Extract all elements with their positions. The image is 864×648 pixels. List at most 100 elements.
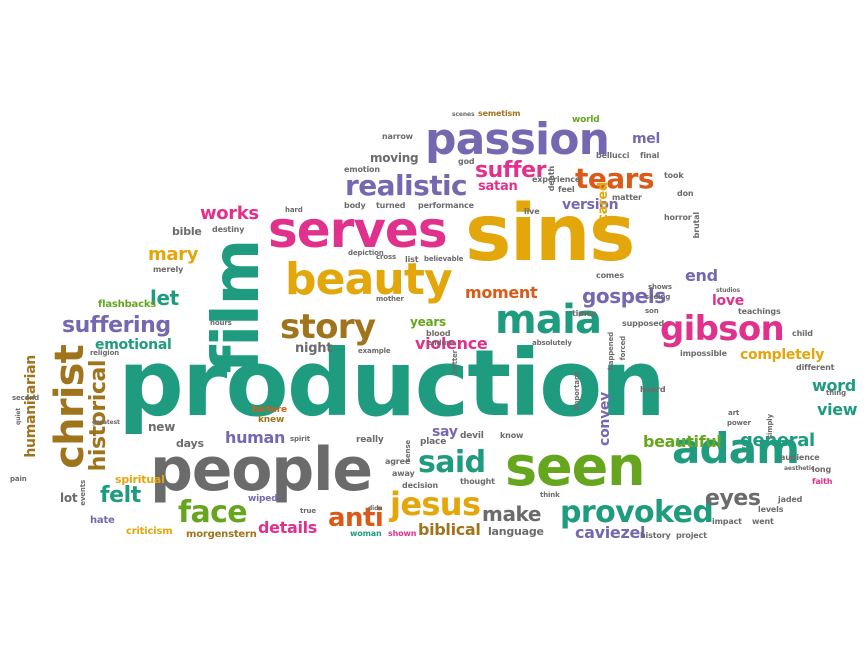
word: impossible [680,349,727,358]
word: really [356,435,384,445]
word: human [225,428,286,447]
word: levels [758,505,784,514]
word: took [664,171,684,180]
word: turned [376,201,406,210]
word: depiction [348,249,384,257]
word: devil [460,431,484,441]
word: view [817,400,858,419]
word: place [420,437,447,447]
word: criticism [126,526,173,537]
word: passion [425,114,610,165]
word: know [500,431,524,440]
word: matter [612,193,642,202]
word: days [176,437,204,450]
word: film [200,240,274,374]
word: felt [100,483,141,508]
word: version [562,197,619,213]
word: performance [418,201,474,210]
word: details [258,518,318,537]
word: endure [427,339,455,347]
word: events [79,480,87,506]
word: simply [766,414,774,439]
word: anti [328,503,384,533]
word: happened [607,332,615,371]
word: destiny [212,225,245,234]
word: gibson [660,309,785,349]
word: mary [148,244,199,265]
word: humanitarian [23,355,39,458]
word: think [540,491,560,499]
word: torture [252,405,287,415]
word: decision [402,481,439,490]
word: important [573,372,581,411]
word: child [792,329,813,338]
word: seen [505,435,646,498]
word: mel [632,131,661,147]
word: jaded [778,495,803,504]
word: works [200,203,259,224]
word: spiritual [115,473,165,486]
word: hate [90,515,115,526]
word: agree [385,457,411,466]
word: semetism [478,109,521,118]
word: say [432,424,458,440]
word: scenes [452,111,475,118]
word: night [295,341,333,356]
word: word [812,376,856,395]
word: true [300,507,316,515]
word: project [676,531,707,540]
word: studios [716,287,740,294]
word: wiped [248,494,278,504]
word: sense [404,440,412,463]
word: biblical [418,520,481,539]
word: moment [465,283,538,302]
word: serves [268,201,448,259]
word: long [812,465,832,474]
word: narrow [382,132,413,141]
word: suffering [62,313,171,338]
word: impact [712,517,742,526]
word: shows [648,283,672,291]
word: moving [370,151,419,165]
word: satan [478,179,518,194]
word: live [524,207,540,216]
word: world [572,115,600,125]
word: hours [210,319,232,327]
word: gospels [582,284,666,308]
word: second [12,394,40,402]
word: violence [415,334,488,353]
word: spirit [290,435,310,443]
word: greatest [92,419,120,426]
word: emotional [95,337,172,353]
word: example [358,347,391,355]
word: heard [640,385,666,394]
word: pain [10,475,27,483]
word: better [451,350,459,374]
word: god [458,157,475,166]
word: lot [60,491,78,505]
word: absolutely [532,339,572,347]
word: language [488,525,544,538]
word: cross [376,253,397,261]
word: beauty [285,254,453,305]
word: let [150,286,179,310]
word: said [418,445,486,480]
word: final [640,151,660,160]
word: merely [153,265,184,274]
word: knew [258,415,285,425]
word: don [677,189,694,198]
word: jesus [390,485,481,523]
word: thing [826,389,847,397]
word: brutal [692,212,701,239]
word: beautiful [643,432,722,451]
word: emotion [344,165,380,174]
word: make [482,502,542,526]
word: believable [424,255,464,263]
word: sins [465,189,635,279]
word: eyes [705,486,761,511]
word: caviezel [575,523,646,542]
word: realistic [345,169,468,202]
word: mother [376,295,404,303]
word: historical [86,360,111,472]
